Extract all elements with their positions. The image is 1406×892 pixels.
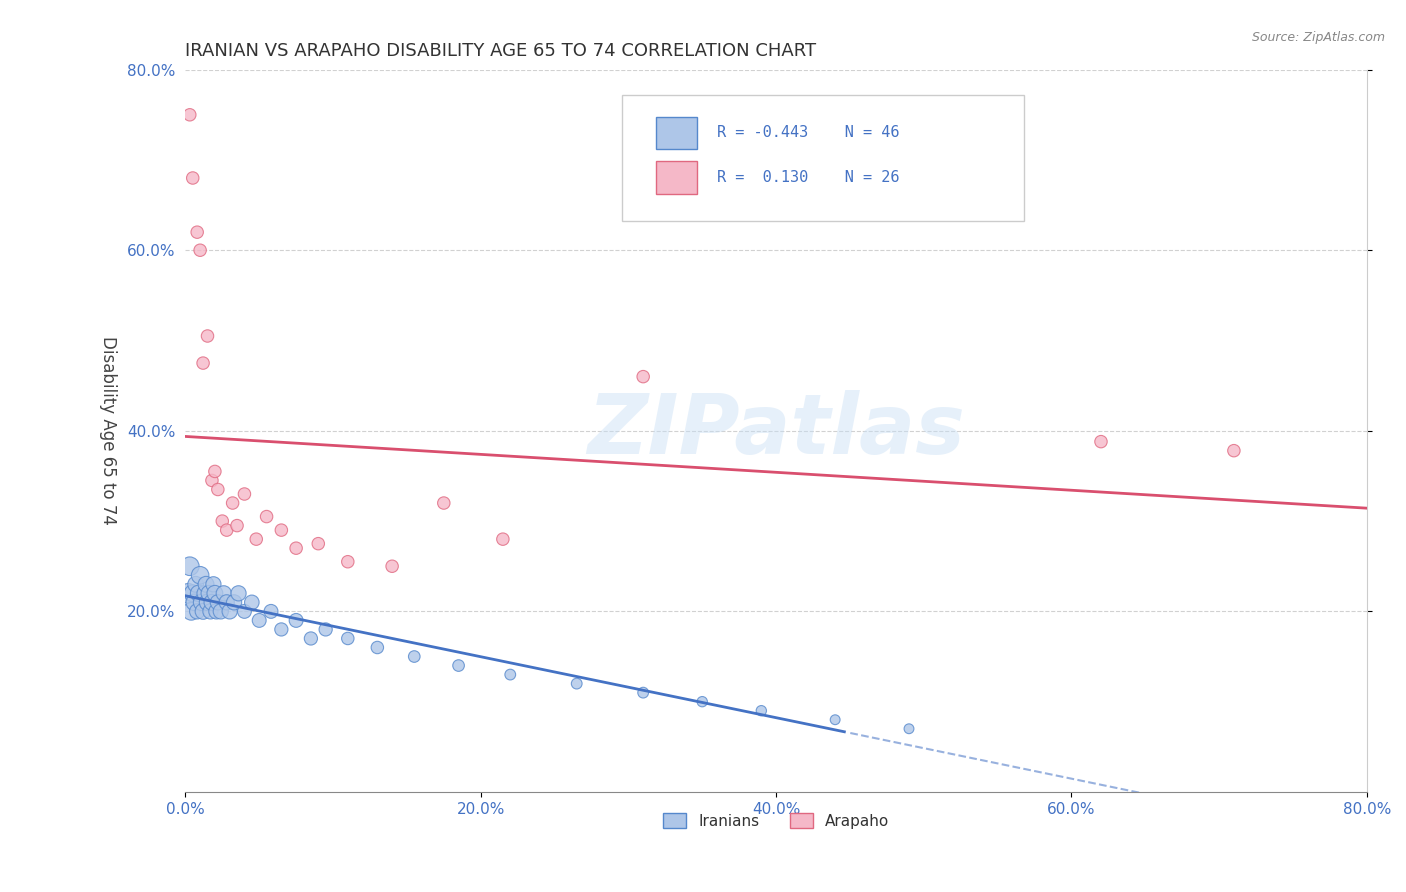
Point — [198, 586, 221, 600]
Point — [245, 532, 267, 546]
Point — [499, 667, 522, 681]
Point — [233, 487, 256, 501]
Point — [180, 604, 202, 618]
Point — [222, 595, 245, 609]
Bar — [655, 117, 697, 149]
Point — [193, 586, 215, 600]
Point — [336, 555, 359, 569]
Point — [212, 586, 235, 600]
Point — [202, 577, 225, 591]
Point — [228, 586, 250, 600]
Point — [1223, 443, 1246, 458]
FancyBboxPatch shape — [623, 95, 1024, 221]
Point — [285, 614, 308, 628]
Text: R = -0.443    N = 46: R = -0.443 N = 46 — [717, 126, 900, 140]
Point — [195, 577, 218, 591]
Point — [177, 586, 200, 600]
Point — [179, 108, 201, 122]
Text: Source: ZipAtlas.com: Source: ZipAtlas.com — [1251, 31, 1385, 45]
Point — [270, 623, 292, 637]
Point — [898, 722, 921, 736]
Point — [183, 595, 205, 609]
Point — [221, 496, 243, 510]
Point — [200, 604, 222, 618]
Point — [299, 632, 322, 646]
Point — [1090, 434, 1112, 449]
Point — [211, 514, 233, 528]
Point — [188, 244, 211, 258]
Point — [824, 713, 846, 727]
Point — [404, 649, 426, 664]
Point — [190, 595, 212, 609]
Point — [260, 604, 283, 618]
Point — [186, 225, 208, 239]
Point — [256, 509, 278, 524]
Legend: Iranians, Arapaho: Iranians, Arapaho — [657, 806, 896, 835]
Point — [187, 586, 209, 600]
Text: R =  0.130    N = 26: R = 0.130 N = 26 — [717, 170, 900, 186]
Point — [215, 595, 238, 609]
Point — [285, 541, 308, 556]
Point — [218, 604, 240, 618]
Point — [565, 676, 588, 690]
Point — [188, 568, 211, 582]
Point — [207, 483, 229, 497]
Point — [749, 704, 772, 718]
Point — [447, 658, 470, 673]
Point — [366, 640, 388, 655]
Point — [186, 604, 208, 618]
Point — [197, 595, 219, 609]
Point — [315, 623, 337, 637]
Point — [247, 614, 270, 628]
Point — [201, 474, 224, 488]
Point — [381, 559, 404, 574]
Point — [631, 686, 654, 700]
Point — [204, 465, 226, 479]
Text: ZIPatlas: ZIPatlas — [588, 391, 965, 471]
Point — [270, 523, 292, 537]
Point — [204, 586, 226, 600]
Point — [207, 595, 229, 609]
Point — [226, 518, 249, 533]
Point — [205, 604, 228, 618]
Text: IRANIAN VS ARAPAHO DISABILITY AGE 65 TO 74 CORRELATION CHART: IRANIAN VS ARAPAHO DISABILITY AGE 65 TO … — [186, 42, 817, 60]
Point — [307, 536, 329, 550]
Point — [197, 329, 219, 343]
Point — [240, 595, 263, 609]
Point — [209, 604, 232, 618]
Point — [201, 595, 224, 609]
Point — [184, 577, 207, 591]
Point — [336, 632, 359, 646]
Point — [433, 496, 456, 510]
Point — [233, 604, 256, 618]
Point — [181, 586, 204, 600]
Point — [631, 369, 654, 384]
Bar — [655, 161, 697, 194]
Point — [215, 523, 238, 537]
Point — [191, 604, 214, 618]
Point — [181, 171, 204, 186]
Point — [690, 695, 713, 709]
Point — [179, 559, 201, 574]
Point — [492, 532, 515, 546]
Point — [191, 356, 214, 370]
Y-axis label: Disability Age 65 to 74: Disability Age 65 to 74 — [100, 336, 117, 525]
